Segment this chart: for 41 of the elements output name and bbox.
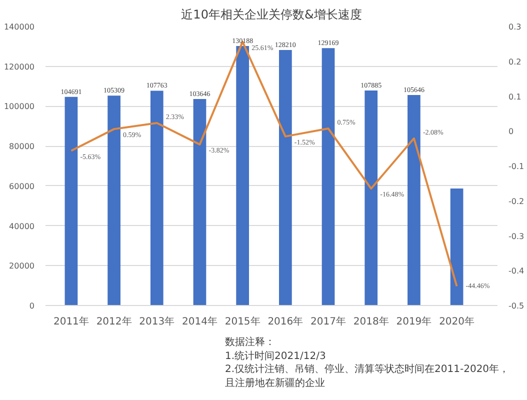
bar <box>64 96 78 306</box>
y2-tick-label: -0.2 <box>508 196 524 206</box>
x-tick-label: 2018年 <box>353 316 389 328</box>
y-tick-label: 120000 <box>4 62 35 72</box>
y2-tick-label: 0 <box>508 127 514 136</box>
y-tick-label: 80000 <box>9 142 35 152</box>
chart-title: 近10年相关企业关停数&增长速度 <box>181 8 362 22</box>
x-tick-label: 2014年 <box>182 316 218 328</box>
y-tick-label: 20000 <box>9 262 35 271</box>
y2-tick-label: -0.5 <box>508 302 524 310</box>
y-tick-label: 60000 <box>9 182 35 191</box>
text: 1.统计时间2021/12/3 <box>225 350 326 362</box>
bar <box>408 94 420 306</box>
bar <box>150 90 164 306</box>
y2-tick-label: 0.2 <box>508 57 522 66</box>
y2-tick-label: 0.1 <box>508 92 522 102</box>
y2-tick-label: -0.3 <box>508 232 524 241</box>
x-tick-label: 2019年 <box>396 316 432 328</box>
y-tick-label: 40000 <box>9 222 35 231</box>
x-tick-label: 2017年 <box>310 316 346 328</box>
y-tick-label: 0 <box>29 302 35 310</box>
x-tick-label: 2016年 <box>268 316 304 328</box>
bar <box>279 50 292 306</box>
x-tick-label: 2012年 <box>96 316 132 328</box>
y-tick-label: 100000 <box>4 102 35 112</box>
text: 2.仅统计注销、吊销、停业、清算等状态时间在2011-2020年，且注册地在新疆的企业 <box>225 364 510 388</box>
text: 数据注释： <box>225 337 275 348</box>
y2-tick-label: 0.3 <box>508 22 522 32</box>
y2-tick-label: -0.1 <box>508 162 524 171</box>
bar <box>364 90 378 306</box>
bar <box>450 188 464 306</box>
bar <box>322 48 335 306</box>
x-tick-label: 2011年 <box>53 316 89 328</box>
bar <box>193 98 206 306</box>
x-tick-label: 2015年 <box>224 316 260 328</box>
x-tick-label: 2020年 <box>439 316 475 328</box>
bar <box>108 96 120 306</box>
x-tick-label: 2013年 <box>139 316 175 328</box>
y2-tick-label: -0.4 <box>508 266 524 276</box>
bar <box>236 46 250 306</box>
y-tick-label: 140000 <box>4 22 35 32</box>
